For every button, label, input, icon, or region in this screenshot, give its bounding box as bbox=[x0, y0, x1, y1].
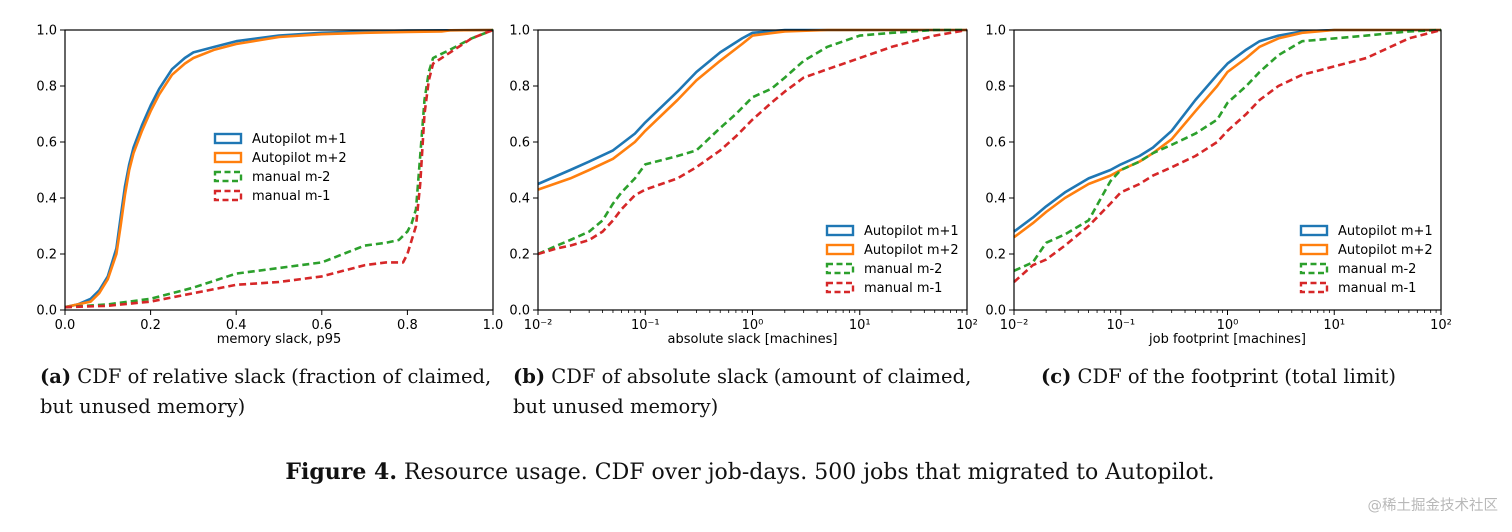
series-line-manual-m-1 bbox=[1013, 28, 1442, 283]
legend-swatch bbox=[213, 189, 243, 202]
legend-label: manual m-1 bbox=[864, 281, 942, 296]
legend-swatch bbox=[825, 262, 855, 275]
series-line-manual-m-1 bbox=[537, 28, 968, 256]
series-line-autopilot-m-1 bbox=[1013, 28, 1441, 233]
caption-a-line-2: but unused memory) bbox=[40, 395, 246, 418]
y-tick-label: 0.4 bbox=[985, 192, 1006, 207]
x-tick-label: 10⁻¹ bbox=[631, 318, 660, 333]
legend-swatch bbox=[825, 224, 855, 237]
caption-a-label: (a) bbox=[40, 365, 72, 388]
chart-panel-a: 0.0 0.2 0.4 0.6 0.8 1.0 0.0 0.2 0.4 0.6 0.8 1.0 memo… bbox=[36, 24, 503, 348]
y-tick-label: 0.8 bbox=[509, 80, 530, 95]
y-tick-label: 0.6 bbox=[36, 136, 57, 151]
legend-label: manual m-2 bbox=[1338, 262, 1416, 277]
y-tick-label: 1.0 bbox=[985, 24, 1006, 39]
y-tick-label: 0.0 bbox=[985, 304, 1006, 319]
x-axis-label: absolute slack [machines] bbox=[668, 332, 838, 347]
legend: Autopilot m+1 Autopilot m+2 manual m-2 manu… bbox=[1299, 224, 1433, 296]
x-axis-label: memory slack, p95 bbox=[217, 332, 342, 347]
legend-label: manual m-1 bbox=[1338, 281, 1416, 296]
x-tick-label: 10⁰ bbox=[1217, 318, 1239, 333]
figure-caption: Figure 4. Resource usage. CDF over job-d… bbox=[0, 459, 1500, 485]
legend-label: Autopilot m+1 bbox=[252, 132, 347, 147]
y-tick-label: 0.6 bbox=[509, 136, 530, 151]
watermark: @稀土掘金技术社区 bbox=[1367, 498, 1499, 514]
x-tick-label: 1.0 bbox=[483, 318, 504, 333]
y-tick-label: 0.4 bbox=[36, 192, 57, 207]
x-tick-label: 10⁻¹ bbox=[1106, 318, 1135, 333]
y-tick-label: 0.8 bbox=[36, 80, 57, 95]
caption-b-line-2: but unused memory) bbox=[513, 395, 719, 418]
legend-swatch bbox=[1299, 224, 1329, 237]
series-line-autopilot-m-1 bbox=[64, 28, 494, 309]
series-line-autopilot-m-2 bbox=[537, 28, 967, 191]
series-line-autopilot-m-2 bbox=[64, 28, 494, 309]
y-tick-label: 0.0 bbox=[509, 304, 530, 319]
y-tick-label: 0.4 bbox=[509, 192, 530, 207]
caption-a: (a) CDF of relative slack (fraction of c… bbox=[40, 362, 510, 422]
x-axis-label: job footprint [machines] bbox=[1148, 332, 1306, 347]
legend-swatch bbox=[825, 281, 855, 294]
figure-caption-text: Resource usage. CDF over job-days. 500 j… bbox=[403, 460, 1215, 485]
y-tick-label: 0.2 bbox=[36, 248, 57, 263]
legend-swatch bbox=[1299, 281, 1329, 294]
legend-label: Autopilot m+2 bbox=[252, 151, 347, 166]
series-line-autopilot-m-1 bbox=[537, 28, 967, 186]
legend-label: Autopilot m+2 bbox=[864, 243, 959, 258]
legend-label: Autopilot m+2 bbox=[1338, 243, 1433, 258]
legend-label: manual m-2 bbox=[864, 262, 942, 277]
legend-swatch bbox=[213, 151, 243, 164]
legend: Autopilot m+1 Autopilot m+2 manual m-2 manu… bbox=[213, 132, 347, 204]
y-tick-label: 1.0 bbox=[509, 24, 530, 39]
plot-frame bbox=[64, 29, 494, 311]
caption-b-label: (b) bbox=[513, 365, 546, 388]
x-tick-label: 10² bbox=[956, 318, 978, 333]
x-tick-label: 0.8 bbox=[397, 318, 418, 333]
legend: Autopilot m+1 Autopilot m+2 manual m-2 manu… bbox=[825, 224, 959, 296]
x-tick-label: 0.0 bbox=[55, 318, 76, 333]
x-tick-label: 0.4 bbox=[226, 318, 247, 333]
y-tick-label: 0.0 bbox=[36, 304, 57, 319]
caption-c-label: (c) bbox=[1041, 365, 1072, 388]
legend-swatch bbox=[825, 243, 855, 256]
legend-swatch bbox=[213, 170, 243, 183]
chart-panel-c: 0.0 0.2 0.4 0.6 0.8 1.0 10⁻² 10⁻¹ 10⁰ 10¹ 10² job f… bbox=[985, 24, 1452, 348]
x-tick-label: 10¹ bbox=[849, 318, 871, 333]
series-line-manual-m-2 bbox=[537, 28, 967, 256]
x-tick-label: 10⁰ bbox=[742, 318, 764, 333]
figure-caption-label: Figure 4. bbox=[285, 459, 397, 485]
caption-a-line-1: CDF of relative slack (fraction of claim… bbox=[77, 365, 492, 388]
x-tick-label: 0.6 bbox=[311, 318, 332, 333]
x-tick-label: 0.2 bbox=[140, 318, 161, 333]
y-tick-label: 1.0 bbox=[36, 24, 57, 39]
caption-b: (b) CDF of absolute slack (amount of cla… bbox=[513, 362, 983, 422]
x-tick-label: 10⁻² bbox=[524, 318, 553, 333]
legend-swatch bbox=[1299, 243, 1329, 256]
caption-c: (c) CDF of the footprint (total limit) bbox=[1041, 362, 1481, 392]
series-line-manual-m-2 bbox=[64, 28, 494, 309]
series-line-autopilot-m-2 bbox=[1013, 28, 1441, 239]
legend-label: Autopilot m+1 bbox=[864, 224, 959, 239]
legend-swatch bbox=[213, 132, 243, 145]
caption-c-line-1: CDF of the footprint (total limit) bbox=[1077, 365, 1396, 388]
x-tick-label: 10² bbox=[1430, 318, 1452, 333]
chart-panel-b: 0.0 0.2 0.4 0.6 0.8 1.0 10⁻² 10⁻¹ 10⁰ 10¹ 10² absol… bbox=[509, 24, 978, 348]
series-line-manual-m-2 bbox=[1013, 28, 1442, 272]
y-tick-label: 0.2 bbox=[985, 248, 1006, 263]
series-line-manual-m-1 bbox=[64, 28, 494, 309]
legend-label: Autopilot m+1 bbox=[1338, 224, 1433, 239]
legend-label: manual m-2 bbox=[252, 170, 330, 185]
legend-swatch bbox=[1299, 262, 1329, 275]
x-tick-label: 10¹ bbox=[1323, 318, 1345, 333]
caption-b-line-1: CDF of absolute slack (amount of claimed… bbox=[551, 365, 972, 388]
figure-panels: 0.0 0.2 0.4 0.6 0.8 1.0 0.0 0.2 0.4 0.6 0.8 1.0 memo… bbox=[36, 24, 1452, 348]
legend-label: manual m-1 bbox=[252, 189, 330, 204]
x-tick-label: 10⁻² bbox=[1000, 318, 1029, 333]
y-tick-label: 0.2 bbox=[509, 248, 530, 263]
y-tick-label: 0.8 bbox=[985, 80, 1006, 95]
y-tick-label: 0.6 bbox=[985, 136, 1006, 151]
